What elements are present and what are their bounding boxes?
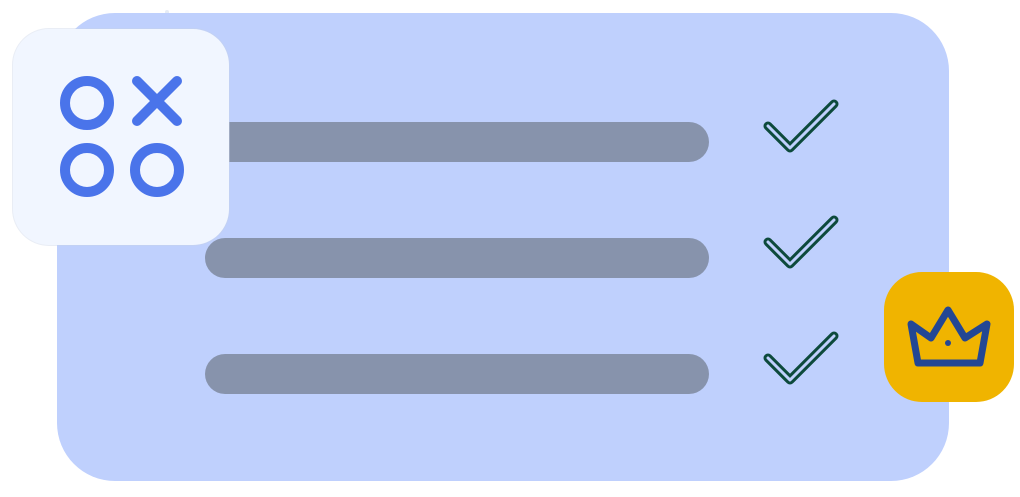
check-icon [754, 212, 840, 278]
placeholder-bar [205, 122, 709, 162]
list-item [57, 99, 949, 172]
crown-icon [907, 306, 991, 367]
tic-tac-toe-tile [13, 29, 229, 245]
list-item [57, 215, 949, 288]
placeholder-bar [205, 238, 709, 278]
premium-badge [884, 272, 1014, 402]
check-icon [754, 96, 840, 162]
placeholder-bar [205, 354, 709, 394]
list-item [57, 331, 949, 404]
tic-tac-toe-icon [60, 76, 184, 197]
checklist-card [57, 13, 949, 481]
check-icon [754, 328, 840, 394]
